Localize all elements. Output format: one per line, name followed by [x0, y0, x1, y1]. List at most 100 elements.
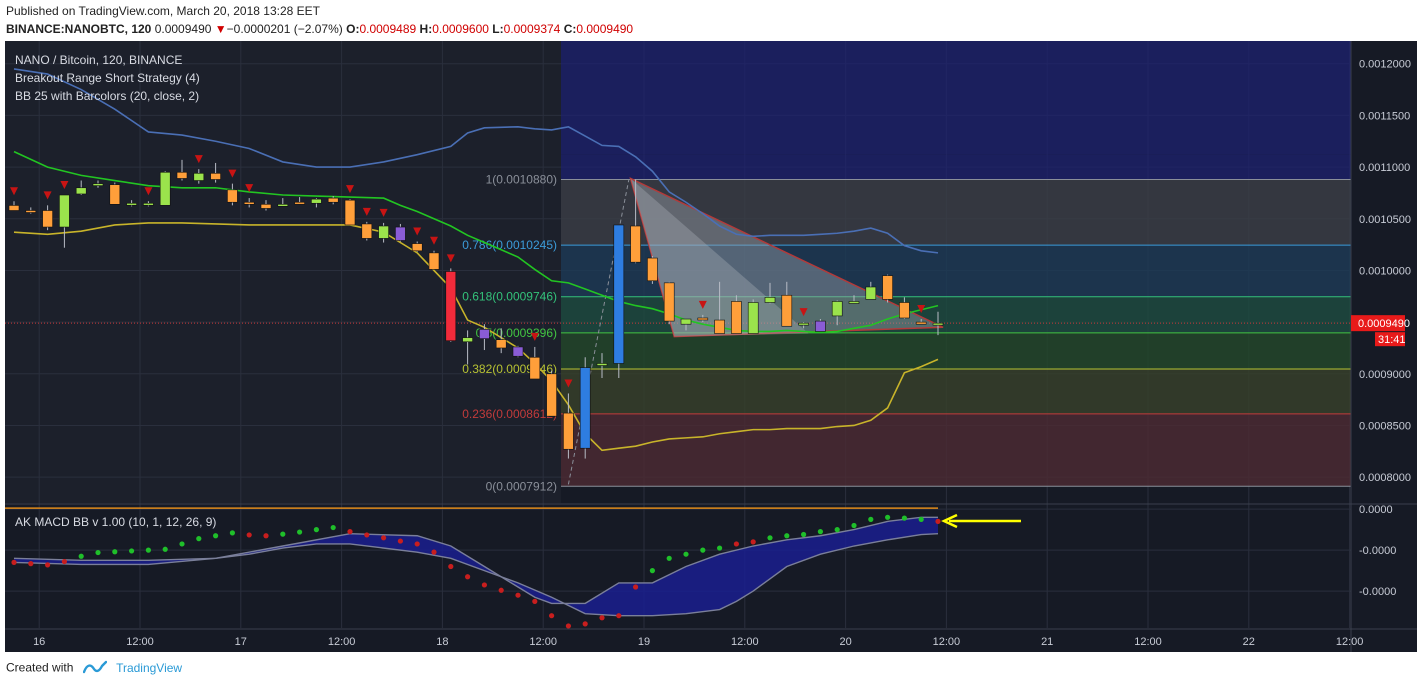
high-label: H:	[419, 22, 433, 36]
time-axis-label: 16	[33, 636, 45, 648]
legend-macd: AK MACD BB v 1.00 (10, 1, 12, 26, 9)	[15, 515, 217, 529]
candle-body	[831, 301, 843, 317]
macd-dot	[481, 582, 487, 588]
price-axis-label: 0.0010000	[1359, 265, 1411, 277]
left-area-shade	[5, 41, 561, 503]
macd-dot	[229, 530, 235, 536]
short-signal-marker	[799, 308, 808, 317]
macd-dot	[498, 587, 504, 593]
countdown-badge	[1375, 332, 1405, 347]
candle-body	[42, 210, 53, 228]
price-axis-label: 0.0010500	[1359, 214, 1411, 226]
short-signal-marker	[413, 227, 422, 236]
short-signal-marker	[60, 181, 69, 189]
candle-body	[764, 297, 776, 303]
candle-body	[361, 223, 373, 239]
candle-body	[428, 252, 440, 270]
macd-dot	[616, 613, 622, 619]
candle-body	[395, 226, 406, 241]
macd-dot	[78, 553, 84, 559]
candle-body	[512, 346, 524, 357]
candle-body	[227, 189, 238, 203]
bb-upper-line	[13, 68, 939, 254]
tradingview-brand-link[interactable]: TradingView	[116, 660, 183, 675]
macd-dot	[801, 531, 807, 538]
chart-frame[interactable]: 1(0.0010880) 0.786(0.0010245) 0.618(0.0009…	[5, 41, 1417, 652]
down-arrow-icon: ▼	[214, 22, 227, 36]
candle-body	[731, 301, 742, 334]
short-signal-marker	[194, 155, 203, 164]
fib-label: 0.618(0.0009746)	[462, 290, 557, 304]
low-label: L:	[492, 22, 504, 36]
short-signal-marker	[917, 305, 926, 314]
macd-dot	[246, 532, 252, 538]
fib-label: 0.236(0.0008612)	[462, 407, 557, 421]
macd-lower-line	[13, 533, 939, 617]
footer: Created with TradingView	[6, 660, 182, 677]
last-price: 0.0009490	[154, 22, 212, 36]
candle-body	[411, 243, 423, 252]
time-axis-label: 17	[235, 636, 247, 648]
macd-dot	[45, 562, 51, 568]
time-axis-label: 12:00	[529, 636, 557, 648]
candle-body	[563, 412, 574, 450]
macd-axis-label: 0.0000	[1359, 504, 1393, 516]
macd-dot	[61, 558, 67, 565]
candle-body	[747, 302, 759, 334]
macd-dot	[196, 536, 202, 542]
open-value: 0.0009489	[359, 22, 417, 36]
macd-upper-line	[13, 516, 938, 605]
time-axis-label: 12:00	[933, 636, 961, 648]
candle-body	[714, 319, 725, 334]
macd-dot	[733, 541, 740, 547]
macd-dot	[213, 533, 219, 539]
macd-dot	[935, 518, 941, 524]
candle-body	[143, 202, 154, 206]
candle-body	[630, 225, 641, 263]
short-signal-marker	[446, 254, 455, 263]
macd-dot	[431, 549, 437, 555]
macd-dot	[851, 522, 857, 529]
macd-dot	[817, 529, 824, 535]
candle-body	[579, 367, 591, 449]
candle-body	[546, 373, 557, 417]
candle-body	[159, 171, 171, 206]
tradingview-logo-icon[interactable]	[82, 660, 107, 677]
candle-body	[109, 184, 121, 205]
time-axis-label: 12:00	[731, 636, 759, 648]
candle-body	[915, 321, 927, 325]
macd-axis-label: -0.0000	[1359, 586, 1396, 598]
macd-dot	[179, 541, 185, 547]
macd-dot	[280, 531, 286, 537]
legend-strategy: Breakout Range Short Strategy (4)	[15, 71, 200, 85]
macd-dot	[414, 541, 420, 547]
macd-dot	[599, 615, 605, 621]
candle-body	[59, 194, 70, 228]
macd-dot	[582, 621, 588, 627]
symbol-info-line: BINANCE:NANOBTC, 120 0.0009490 ▼−0.00002…	[6, 22, 633, 36]
fib-label: 0(0.0007912)	[486, 479, 557, 493]
candle-body	[176, 171, 188, 179]
macd-dot	[683, 551, 689, 557]
macd-dot	[649, 568, 656, 574]
time-axis-label: 20	[839, 636, 851, 648]
close-value: 0.0009490	[576, 22, 634, 36]
short-signal-marker	[430, 236, 438, 245]
macd-dot	[397, 538, 403, 544]
time-axis-label: 12:00	[126, 636, 154, 648]
price-axis-label: 0.0009000	[1359, 369, 1411, 381]
macd-dot	[95, 549, 101, 556]
price-axis-label: 0.0011500	[1359, 110, 1410, 122]
chart-canvas[interactable]: 1(0.0010880) 0.786(0.0010245) 0.618(0.0009…	[5, 41, 1417, 652]
macd-dot	[868, 516, 874, 522]
candle-body	[277, 204, 289, 207]
macd-dot	[901, 515, 908, 521]
countdown-value: 31:41	[1378, 334, 1406, 346]
macd-dot	[784, 533, 790, 539]
short-signal-marker	[346, 185, 354, 194]
candle-body	[126, 202, 137, 206]
macd-dot	[717, 545, 723, 551]
upper-shade-region-2	[561, 154, 1351, 180]
macd-dot	[11, 559, 17, 566]
upper-shade-region	[561, 41, 1351, 155]
